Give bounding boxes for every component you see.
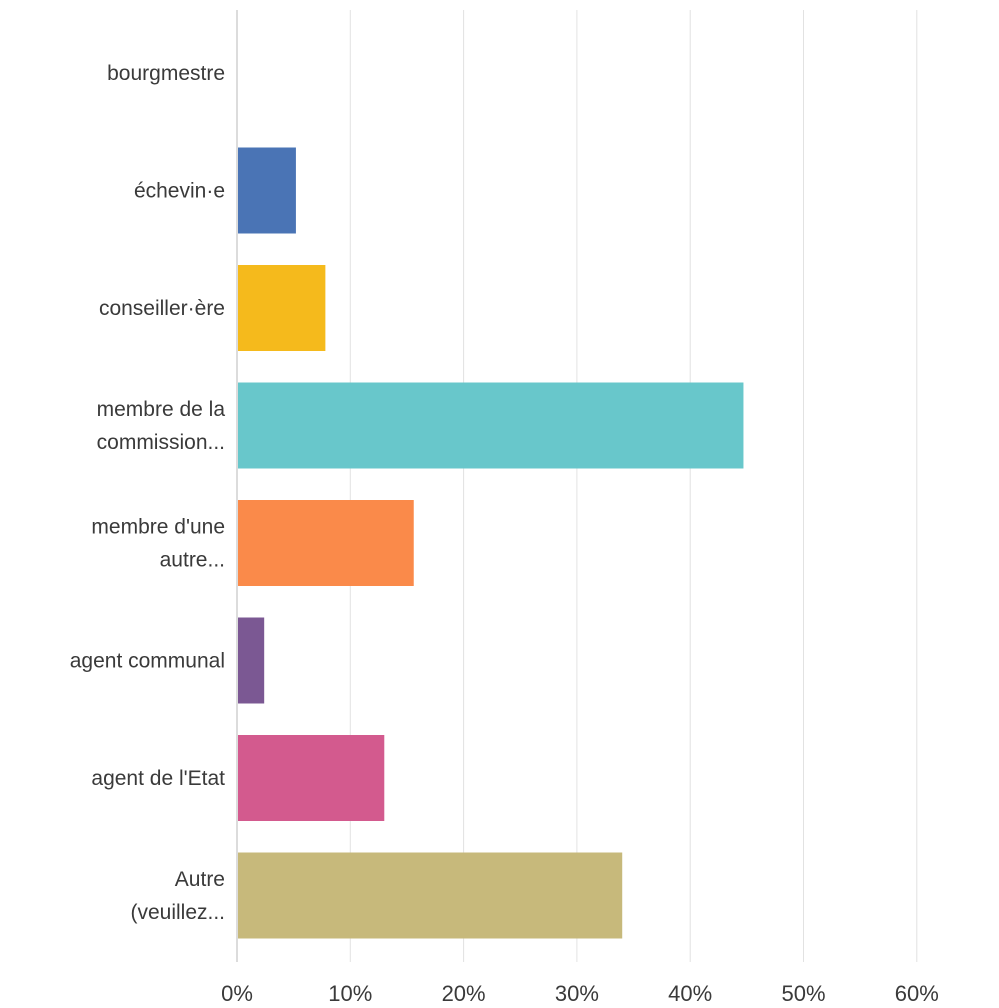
bar-7 — [238, 852, 623, 939]
bar-1 — [238, 147, 296, 234]
x-tick-labels: 0% 10% 20% 30% 40% 50% 60% — [221, 981, 939, 1006]
x-tick-label-30: 30% — [555, 981, 599, 1006]
bars — [238, 147, 744, 939]
category-labels: bourgmestre échevin·e conseiller·ère membre… — [70, 62, 226, 924]
category-label-line: autre... — [160, 549, 225, 572]
bar-2 — [238, 265, 326, 351]
x-tick-label-60: 60% — [895, 981, 939, 1006]
grid — [349, 10, 918, 962]
category-label-line: membre d'une — [91, 516, 225, 539]
x-tick-label-20: 20% — [442, 981, 486, 1006]
x-tick-label-40: 40% — [668, 981, 712, 1006]
category-label-line: membre de la — [97, 398, 226, 421]
category-label-line: (veuillez... — [130, 901, 225, 924]
category-label-line: agent de l'Etat — [91, 767, 225, 790]
x-tick-label-0: 0% — [221, 981, 253, 1006]
category-label-0: bourgmestre — [107, 62, 225, 85]
category-label-4: membre d'une autre... — [91, 516, 225, 572]
category-label-line: échevin·e — [134, 180, 225, 203]
bar-3 — [238, 382, 744, 469]
category-label-line: agent communal — [70, 650, 225, 673]
category-label-5: agent communal — [70, 650, 225, 673]
x-tick-label-10: 10% — [328, 981, 372, 1006]
bar-4 — [238, 500, 414, 586]
bar-5 — [238, 617, 265, 704]
category-label-line: Autre — [175, 868, 225, 891]
category-label-1: échevin·e — [134, 180, 225, 203]
bar-6 — [238, 735, 385, 821]
category-label-7: Autre (veuillez... — [130, 868, 225, 924]
category-label-line: conseiller·ère — [99, 297, 225, 320]
category-label-2: conseiller·ère — [99, 297, 225, 320]
category-label-6: agent de l'Etat — [91, 767, 225, 790]
x-tick-label-50: 50% — [781, 981, 825, 1006]
category-label-3: membre de la commission... — [97, 398, 226, 454]
category-label-line: commission... — [97, 431, 225, 454]
category-label-line: bourgmestre — [107, 62, 225, 85]
